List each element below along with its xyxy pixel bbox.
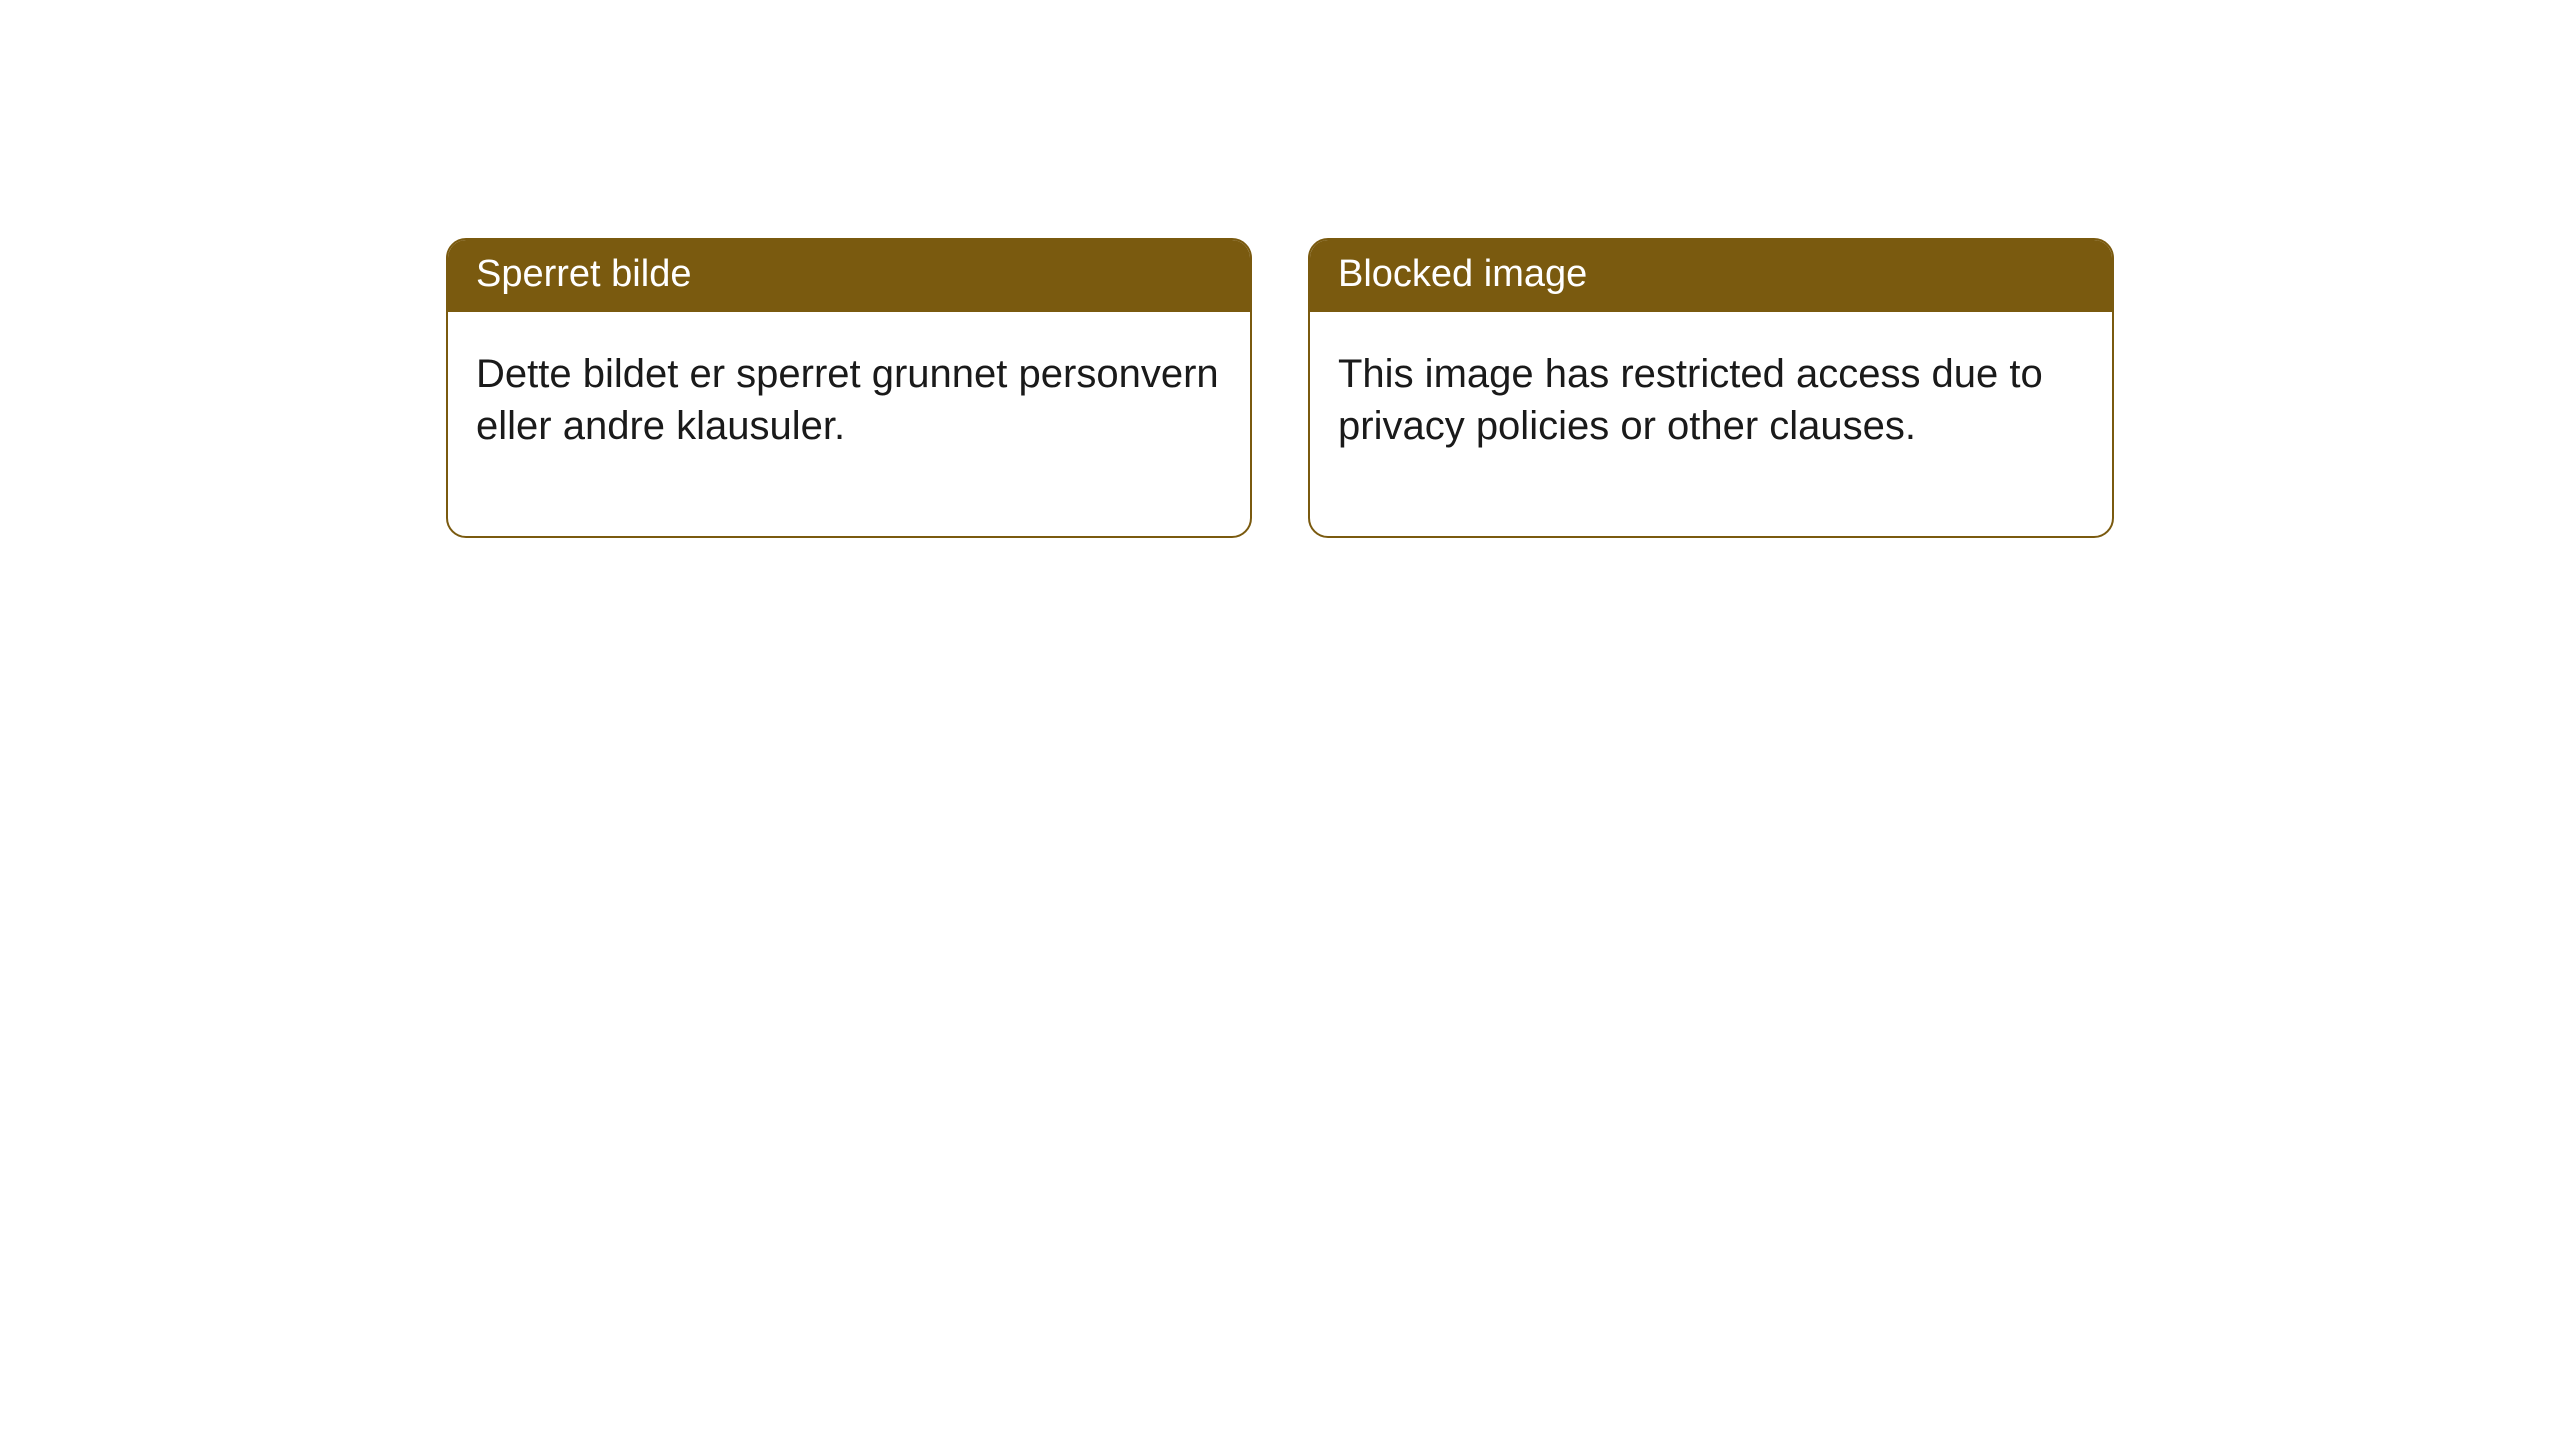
notice-body: Dette bildet er sperret grunnet personve… bbox=[448, 312, 1250, 536]
notice-title: Blocked image bbox=[1310, 240, 2112, 312]
notice-container: Sperret bilde Dette bildet er sperret gr… bbox=[446, 238, 2114, 538]
notice-title: Sperret bilde bbox=[448, 240, 1250, 312]
notice-card-english: Blocked image This image has restricted … bbox=[1308, 238, 2114, 538]
notice-body: This image has restricted access due to … bbox=[1310, 312, 2112, 536]
notice-card-norwegian: Sperret bilde Dette bildet er sperret gr… bbox=[446, 238, 1252, 538]
